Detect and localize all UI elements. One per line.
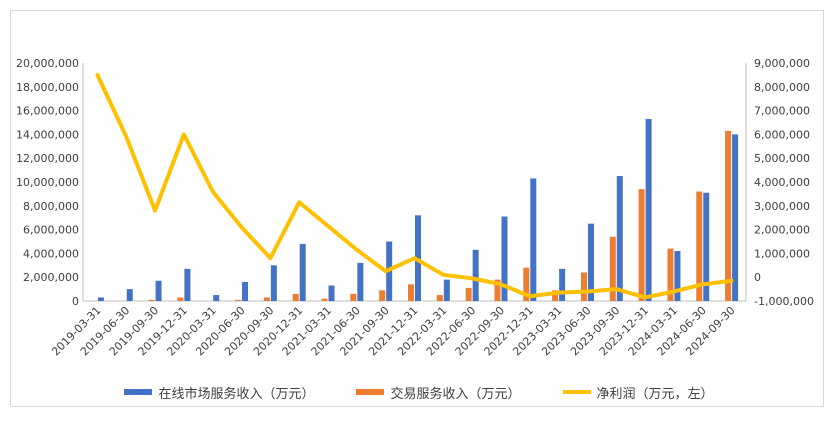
legend-label-online-market: 在线市场服务收入（万元） (158, 386, 315, 402)
left-tick-label: 10,000,000 (16, 176, 79, 189)
bar-transaction (696, 191, 703, 301)
left-tick-label: 12,000,000 (16, 152, 79, 165)
right-tick-label: 1,000,000 (754, 247, 810, 260)
legend-item-online-market: 在线市场服务收入（万元） (124, 381, 314, 403)
bar-online-market (732, 134, 739, 301)
bar-online-market (501, 216, 508, 301)
left-tick-label: 18,000,000 (16, 81, 79, 94)
bar-transaction (177, 297, 184, 301)
right-tick-label: 4,000,000 (754, 176, 810, 189)
left-tick-label: 0 (72, 295, 79, 308)
bar-online-market (587, 223, 594, 301)
bar-transaction (263, 297, 270, 301)
bar-transaction (408, 284, 414, 301)
bar-transaction (609, 236, 616, 301)
bar-online-market (328, 285, 335, 301)
bar-transaction (638, 189, 645, 301)
left-tick-label: 14,000,000 (16, 128, 79, 141)
bar-transaction (725, 130, 732, 301)
right-tick-label: 2,000,000 (754, 224, 810, 237)
legend-swatch-transaction (356, 389, 385, 395)
legend: 在线市场服务收入（万元） 交易服务收入（万元） 净利润（万元，左） (0, 381, 838, 403)
bar-online-market (242, 281, 249, 301)
right-tick-label: 7,000,000 (754, 105, 810, 118)
right-tick-label: 5,000,000 (754, 152, 810, 165)
bar-transaction (523, 267, 530, 301)
bar-online-market (616, 176, 623, 301)
bar-online-market (472, 249, 479, 301)
right-tick-label: 8,000,000 (754, 81, 810, 94)
bar-online-market (645, 118, 652, 302)
right-tick-label: 3,000,000 (754, 200, 810, 213)
bar-transaction (235, 299, 242, 301)
bar-online-market (97, 297, 104, 301)
left-tick-label: 16,000,000 (16, 105, 79, 118)
bar-online-market (674, 251, 681, 301)
right-tick-label: 9,000,000 (754, 57, 810, 70)
bar-transaction (379, 290, 386, 301)
left-tick-label: 8,000,000 (23, 200, 79, 213)
bar-online-market (184, 268, 191, 301)
bar-transaction (465, 287, 472, 301)
left-tick-label: 4,000,000 (23, 247, 79, 260)
combo-chart: 0 2,000,000 4,000,000 6,000,000 8,000,000 10,… (16, 57, 814, 358)
legend-item-transaction: 交易服务收入（万元） (356, 381, 521, 403)
bar-transaction (436, 295, 443, 301)
right-tick-label: 0 (754, 271, 761, 284)
legend-item-net-profit: 净利润（万元，左） (562, 381, 714, 403)
bar-transaction (292, 293, 299, 301)
bar-transaction (321, 298, 328, 301)
bar-online-market (443, 279, 450, 301)
bar-online-market (213, 295, 220, 301)
right-tick-label: -1,000,000 (754, 295, 814, 308)
bar-transaction (667, 248, 674, 301)
right-tick-label: 6,000,000 (754, 128, 810, 141)
chart-frame (10, 10, 824, 407)
bar-online-market (299, 243, 306, 301)
bar-transaction (580, 272, 587, 301)
bar-online-market (703, 192, 710, 301)
bar-online-market (155, 280, 162, 301)
bar-online-market (559, 268, 566, 301)
bar-transaction (552, 290, 559, 301)
line-net-profit (95, 72, 734, 300)
bar-online-market (357, 262, 364, 301)
bar-online-market (530, 178, 537, 301)
bar-online-market (126, 289, 133, 301)
legend-swatch-net-profit (562, 390, 591, 394)
left-tick-label: 2,000,000 (23, 271, 79, 284)
bar-transaction (148, 299, 155, 301)
left-tick-label: 6,000,000 (23, 224, 79, 237)
legend-swatch-online-market (124, 389, 153, 395)
left-tick-label: 20,000,000 (16, 57, 79, 70)
bar-online-market (270, 265, 277, 301)
bar-transaction (494, 279, 501, 301)
bar-transaction (350, 293, 357, 301)
legend-label-transaction: 交易服务收入（万元） (390, 386, 521, 402)
legend-label-net-profit: 净利润（万元，左） (596, 386, 714, 402)
